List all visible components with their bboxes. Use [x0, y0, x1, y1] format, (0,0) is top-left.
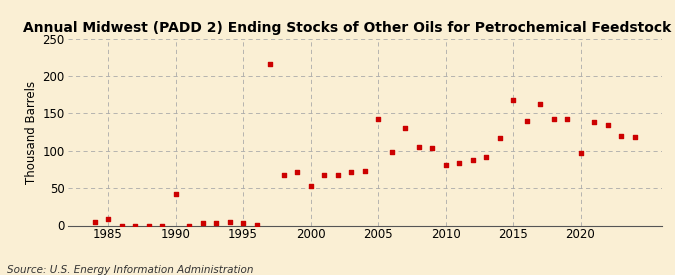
Point: [629, 135, 640, 139]
Point: [332, 172, 343, 177]
Point: [575, 151, 586, 155]
Point: [616, 134, 626, 138]
Point: [440, 163, 451, 167]
Point: [373, 117, 383, 122]
Point: [197, 221, 208, 226]
Point: [170, 192, 181, 196]
Point: [494, 136, 505, 140]
Point: [602, 122, 613, 127]
Point: [535, 102, 545, 106]
Point: [359, 169, 370, 173]
Point: [400, 126, 410, 130]
Point: [116, 223, 127, 228]
Point: [548, 116, 559, 121]
Y-axis label: Thousand Barrels: Thousand Barrels: [25, 80, 38, 184]
Point: [157, 223, 167, 228]
Point: [143, 223, 154, 228]
Point: [467, 158, 478, 162]
Point: [292, 170, 302, 175]
Point: [427, 145, 437, 150]
Point: [521, 119, 532, 123]
Point: [211, 221, 221, 226]
Text: Source: U.S. Energy Information Administration: Source: U.S. Energy Information Administ…: [7, 265, 253, 275]
Point: [224, 219, 235, 224]
Point: [265, 62, 275, 66]
Title: Annual Midwest (PADD 2) Ending Stocks of Other Oils for Petrochemical Feedstock : Annual Midwest (PADD 2) Ending Stocks of…: [24, 21, 675, 35]
Point: [386, 150, 397, 154]
Point: [251, 222, 262, 227]
Point: [238, 221, 248, 226]
Point: [413, 145, 424, 149]
Point: [130, 223, 140, 228]
Point: [278, 172, 289, 177]
Point: [589, 120, 599, 125]
Point: [346, 170, 356, 175]
Point: [481, 155, 491, 159]
Point: [305, 184, 316, 188]
Point: [89, 219, 100, 224]
Point: [508, 98, 518, 102]
Point: [184, 223, 194, 228]
Point: [103, 217, 113, 221]
Point: [319, 173, 329, 178]
Point: [562, 116, 572, 121]
Point: [454, 161, 464, 165]
